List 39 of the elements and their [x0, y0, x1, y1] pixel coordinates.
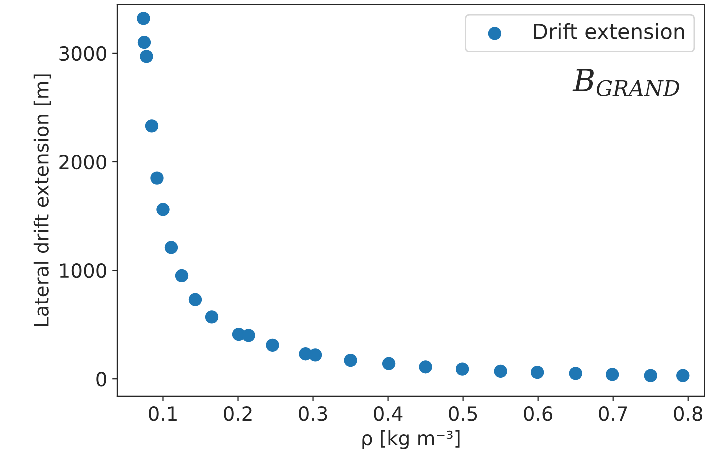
point	[494, 364, 508, 378]
point	[175, 269, 189, 283]
y-tick-label: 0	[96, 372, 106, 387]
point	[569, 367, 582, 380]
x-tick-label: 0.2	[224, 406, 252, 422]
x-tick-label: 0.5	[449, 406, 478, 422]
point	[137, 12, 150, 26]
x-axis-title: ρ [kg m⁻³]	[362, 430, 460, 450]
point	[382, 357, 396, 370]
y-tick-label: 1000	[60, 264, 106, 278]
y-axis-title: Lateral drift extension [m]	[34, 74, 52, 326]
point	[156, 203, 170, 216]
x-tick-label: 0.7	[599, 406, 628, 422]
point	[205, 310, 219, 324]
point	[531, 366, 544, 380]
point	[150, 172, 164, 185]
point	[140, 50, 154, 64]
x-tick-label: 0.4	[374, 406, 403, 422]
point	[676, 369, 690, 382]
point	[456, 362, 470, 376]
point	[419, 360, 432, 374]
point	[242, 329, 256, 342]
y-tick-label: 3000	[60, 46, 106, 62]
x-tick-label: 0.6	[524, 406, 553, 422]
point	[138, 36, 152, 50]
x-tick-label: 0.3	[299, 406, 328, 422]
annotation: B$_{GRAND}$	[572, 69, 680, 96]
point	[164, 241, 178, 254]
point	[344, 354, 358, 368]
point	[145, 120, 159, 133]
x-tick-label: 0.1	[149, 406, 177, 422]
point	[188, 293, 202, 306]
point	[266, 338, 280, 352]
y-tick-label: 2000	[60, 154, 106, 170]
point	[606, 368, 620, 382]
x-tick-label: 0.8	[674, 406, 703, 422]
point	[644, 369, 658, 382]
legend-label: Drift extension	[534, 23, 684, 40]
point	[308, 348, 322, 362]
